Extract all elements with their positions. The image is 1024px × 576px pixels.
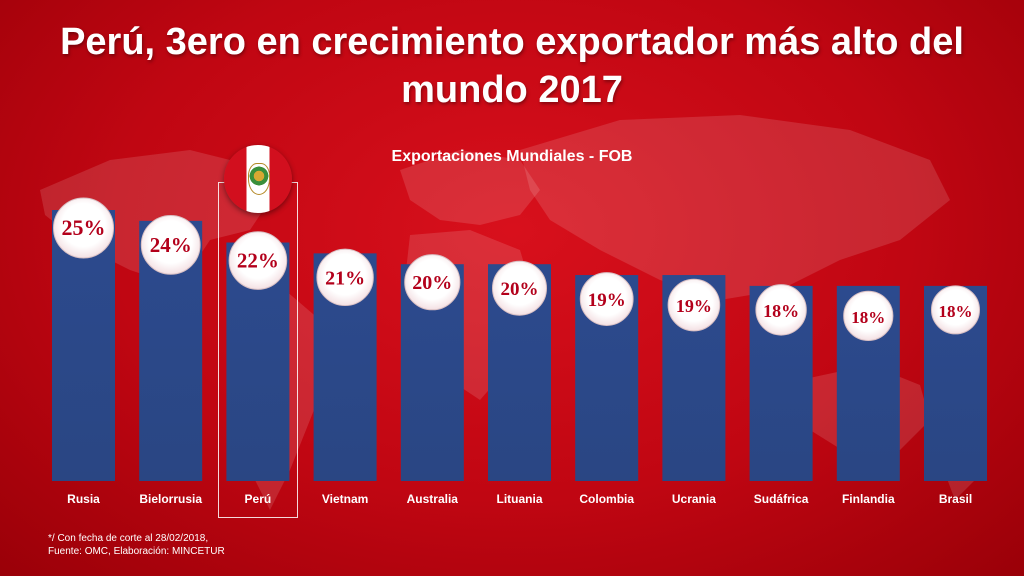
value-bubble-finlandia bbox=[843, 290, 894, 341]
chart-title: Exportaciones Mundiales - FOB bbox=[391, 148, 633, 165]
value-bubble-australia bbox=[404, 254, 461, 311]
tick-label-australia: Australia bbox=[407, 492, 459, 506]
tick-label-peru: Perú bbox=[245, 492, 272, 506]
data-label-sudafrica: 18% bbox=[763, 301, 799, 321]
value-bubble-sudafrica bbox=[755, 284, 807, 336]
data-label-finlandia: 18% bbox=[851, 308, 885, 327]
peru-flag-icon bbox=[224, 145, 292, 213]
value-bubble-ucrania bbox=[667, 278, 721, 332]
value-bubble-peru bbox=[228, 231, 288, 290]
tick-label-brasil: Brasil bbox=[939, 492, 972, 506]
footnote-date: */ Con fecha de corte al 28/02/2018, bbox=[48, 533, 209, 544]
data-label-ucrania: 19% bbox=[676, 296, 712, 316]
tick-label-lituania: Lituania bbox=[496, 492, 542, 506]
page-title: Perú, 3ero en crecimiento exportador más… bbox=[0, 18, 1024, 114]
peru-highlight-box bbox=[218, 182, 298, 518]
tick-label-vietnam: Vietnam bbox=[322, 492, 368, 506]
title-line-2: mundo 2017 bbox=[401, 69, 623, 111]
footnote-source: Fuente: OMC, Elaboración: MINCETUR bbox=[48, 546, 225, 557]
data-label-colombia: 19% bbox=[588, 290, 626, 311]
tick-label-rusia: Rusia bbox=[67, 492, 100, 506]
coat-of-arms-icon bbox=[248, 163, 270, 195]
data-label-lituania: 20% bbox=[501, 279, 539, 300]
value-bubble-colombia bbox=[579, 272, 634, 326]
value-bubble-brasil bbox=[931, 285, 980, 335]
tick-label-sudafrica: Sudáfrica bbox=[754, 492, 809, 506]
tick-label-colombia: Colombia bbox=[579, 492, 634, 506]
data-label-australia: 20% bbox=[412, 272, 452, 294]
data-label-peru: 22% bbox=[237, 249, 279, 273]
data-label-bielorrusia: 24% bbox=[150, 233, 192, 257]
value-bubble-rusia bbox=[53, 197, 114, 259]
title-line-1: Perú, 3ero en crecimiento exportador más… bbox=[60, 21, 964, 63]
data-label-vietnam: 21% bbox=[325, 267, 365, 289]
value-bubble-vietnam bbox=[316, 248, 374, 307]
data-label-rusia: 25% bbox=[62, 215, 106, 240]
footnote: */ Con fecha de corte al 28/02/2018, Fue… bbox=[48, 532, 225, 558]
value-bubble-bielorrusia bbox=[140, 214, 201, 275]
tick-label-ucrania: Ucrania bbox=[672, 492, 716, 506]
value-bubble-lituania bbox=[492, 260, 547, 316]
tick-label-bielorrusia: Bielorrusia bbox=[139, 492, 202, 506]
tick-label-finlandia: Finlandia bbox=[842, 492, 895, 506]
data-label-brasil: 18% bbox=[939, 302, 973, 321]
